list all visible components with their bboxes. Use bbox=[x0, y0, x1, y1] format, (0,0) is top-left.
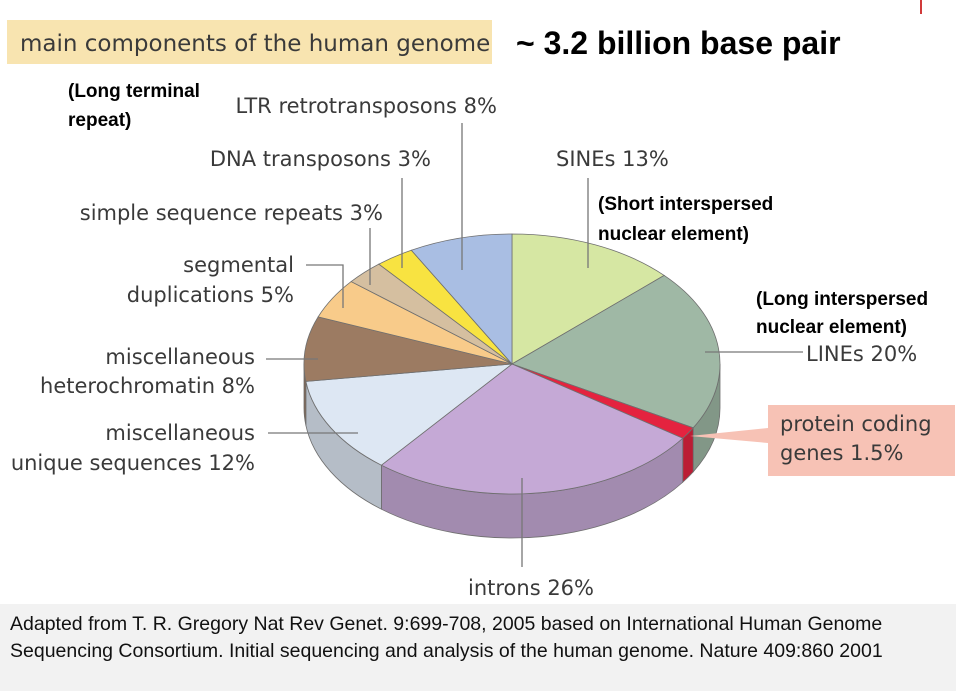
source-caption: Adapted from T. R. Gregory Nat Rev Genet… bbox=[10, 613, 883, 662]
label-unique-2: unique sequences 12% bbox=[11, 451, 255, 475]
label-segdup-2: duplications 5% bbox=[127, 283, 294, 307]
note-ltr-2: repeat) bbox=[68, 110, 131, 131]
label-ssr: simple sequence repeats 3% bbox=[80, 201, 383, 225]
label-introns: introns 26% bbox=[468, 576, 594, 600]
pie-slice-4 bbox=[305, 363, 514, 466]
note-sines-1: (Short interspersed bbox=[598, 194, 773, 215]
label-segdup-1: segmental bbox=[183, 253, 294, 277]
pie-chart: main components of the human genome ~ 3.… bbox=[7, 20, 955, 600]
note-lines-1: (Long interspersed bbox=[756, 289, 928, 310]
label-protein-1: protein coding bbox=[780, 412, 932, 436]
chart-title: main components of the human genome bbox=[20, 31, 490, 57]
label-ltr: LTR retrotransposons 8% bbox=[236, 94, 497, 118]
label-sines: SINEs 13% bbox=[556, 147, 669, 171]
note-ltr-1: (Long terminal bbox=[68, 81, 200, 102]
label-lines: LINEs 20% bbox=[806, 342, 917, 366]
label-hetero-2: heterochromatin 8% bbox=[40, 374, 255, 398]
note-sines-2: nuclear element) bbox=[598, 224, 749, 245]
label-protein-2: genes 1.5% bbox=[780, 441, 903, 465]
label-unique-1: miscellaneous bbox=[105, 421, 255, 445]
segdup-leader bbox=[306, 264, 344, 308]
pie-slice-9 bbox=[410, 233, 513, 366]
chart-subtitle: ~ 3.2 billion base pair bbox=[516, 25, 841, 61]
label-dna: DNA transposons 3% bbox=[210, 147, 431, 171]
pie-slice-3 bbox=[380, 363, 684, 495]
note-lines-2: nuclear element) bbox=[756, 317, 907, 338]
protein-callout-pointer bbox=[690, 428, 768, 443]
pie-top bbox=[303, 233, 721, 495]
pie-slice-1 bbox=[511, 274, 721, 429]
leader-lines bbox=[266, 123, 803, 567]
caption-background bbox=[0, 604, 956, 691]
protein-callout-box bbox=[768, 405, 955, 476]
title-box bbox=[7, 20, 492, 64]
corner-mark bbox=[920, 0, 922, 14]
pie-slice-5 bbox=[303, 316, 513, 382]
pie-slice-0 bbox=[511, 233, 665, 365]
label-hetero-1: miscellaneous bbox=[105, 345, 255, 369]
